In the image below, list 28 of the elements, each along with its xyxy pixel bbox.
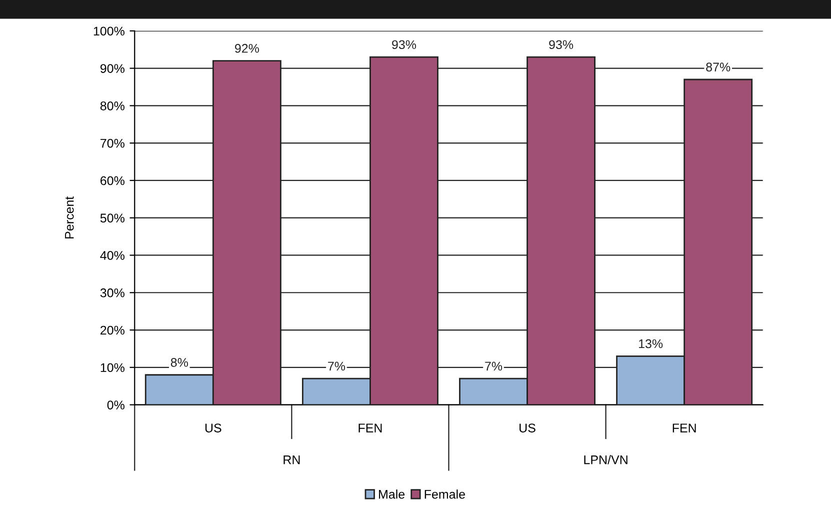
y-tick-label: 20% [100,326,124,335]
data-label: 7% [485,362,502,371]
y-tick-label: 50% [100,214,124,222]
y-tick-label: 70% [100,138,124,148]
y-tick-label: 90% [100,64,124,73]
data-label: 87% [706,62,730,72]
x-tick-label: FEN [358,424,382,432]
data-label: 93% [392,40,416,50]
y-tick-label: 10% [100,363,124,372]
y-tick-label: 40% [100,251,124,260]
y-tick-label: 100% [94,26,124,36]
text: RN [284,456,300,464]
y-tick-label: 0% [107,400,124,410]
y-axis-title: Percent [65,196,74,238]
y-tick-label: 80% [100,101,124,110]
data-label: 8% [170,358,188,367]
x-tick-label: US [520,424,536,432]
y-tick-label: 30% [100,288,124,298]
data-label: 7% [328,362,346,371]
text: LPN/VN [584,455,628,464]
data-label: 92% [234,44,259,53]
legend-label: Male [379,490,405,499]
x-tick-label: FEN [672,424,696,432]
data-label: 13% [639,339,663,348]
x-tick-label: US [205,424,222,432]
legend-label: Female [424,490,465,499]
y-tick-label: 60% [100,176,124,186]
data-label: 93% [549,40,574,50]
